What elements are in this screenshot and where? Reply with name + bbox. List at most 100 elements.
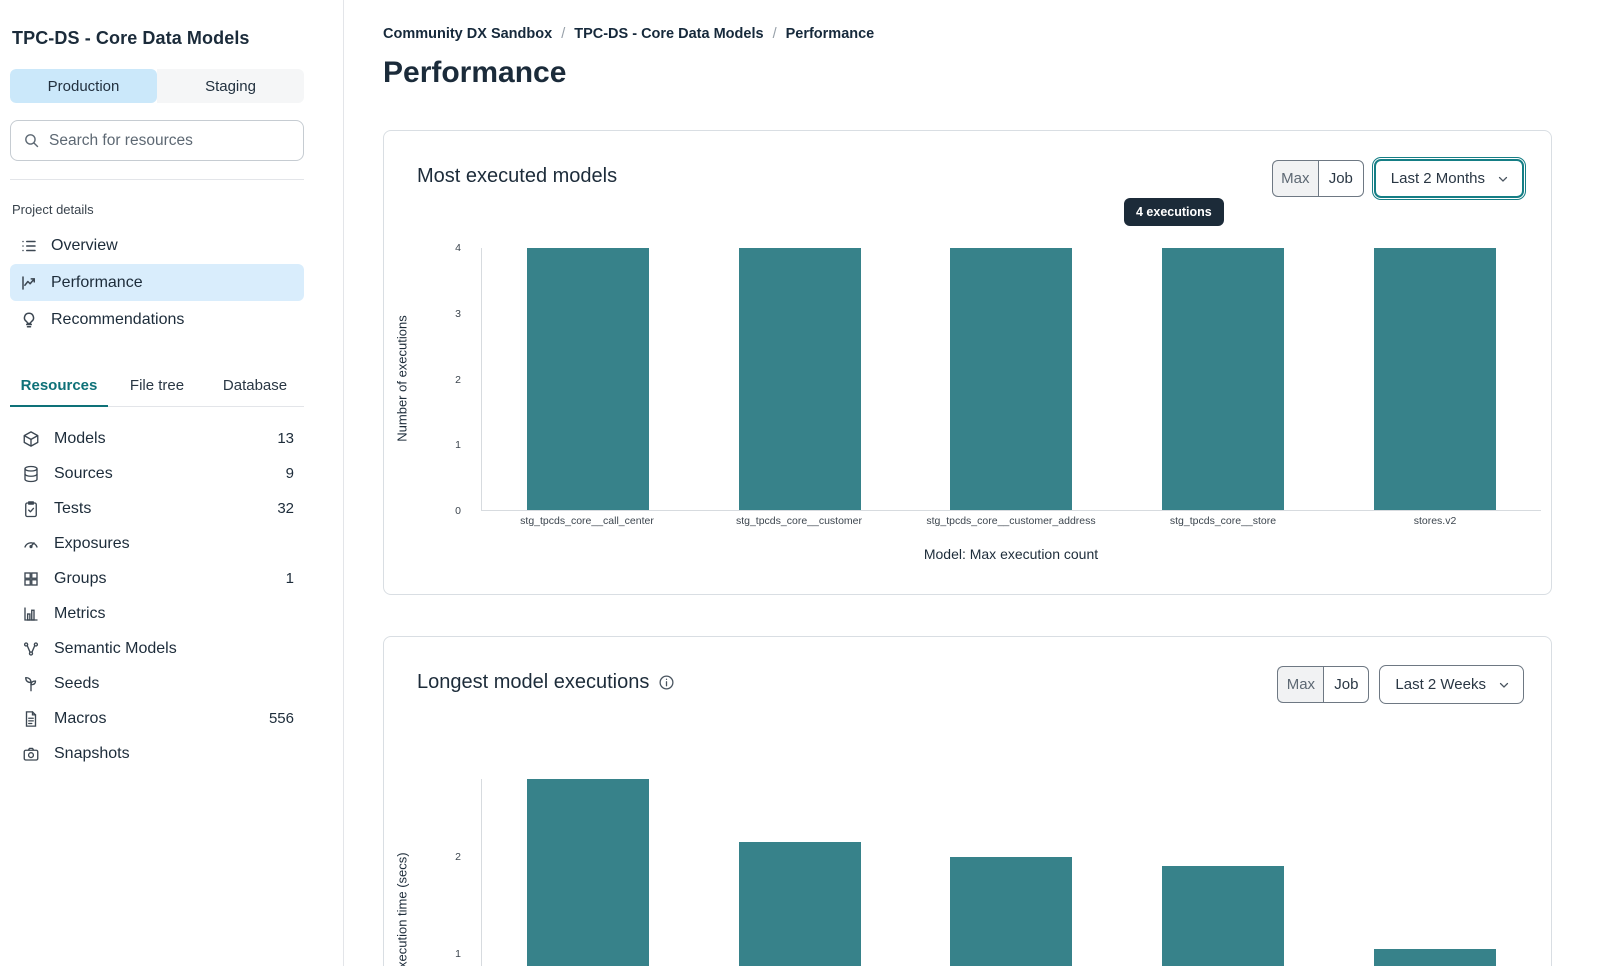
bar[interactable] xyxy=(526,248,649,510)
search-icon xyxy=(23,132,40,149)
bar-slot xyxy=(1117,248,1329,510)
job-button[interactable]: Job xyxy=(1323,666,1370,703)
tab-database[interactable]: Database xyxy=(222,377,288,394)
list-item-snapshots[interactable]: Snapshots xyxy=(10,736,304,771)
bar-slot xyxy=(906,779,1118,966)
grid-icon xyxy=(22,570,40,588)
list-item-exposures[interactable]: Exposures xyxy=(10,526,304,561)
search-input[interactable] xyxy=(49,131,291,150)
camera-icon xyxy=(22,745,40,763)
bar[interactable] xyxy=(738,842,861,966)
main-content: Community DX Sandbox / TPC-DS - Core Dat… xyxy=(344,0,1621,966)
list-item-tests[interactable]: Tests 32 xyxy=(10,491,304,526)
y-axis-label: Number of executions xyxy=(394,315,410,442)
bar[interactable] xyxy=(950,857,1073,966)
list-item-label: Macros xyxy=(54,709,107,727)
resource-tabs: Resources File tree Database xyxy=(10,368,304,407)
project-details-label: Project details xyxy=(12,202,94,217)
bar-slot xyxy=(482,248,694,510)
list-item-models[interactable]: Models 13 xyxy=(10,421,304,456)
gauge-icon xyxy=(22,535,40,553)
chart-title: Most executed models xyxy=(417,165,618,187)
bar-chart: Number of executions 4 3 2 1 0 stg_tpcds… xyxy=(384,131,1551,594)
graph-icon xyxy=(22,640,40,658)
aggregate-toggle: Max Job xyxy=(1271,160,1364,197)
breadcrumb: Community DX Sandbox / TPC-DS - Core Dat… xyxy=(383,26,1552,42)
bar-slot xyxy=(1329,779,1541,966)
time-range-dropdown[interactable]: Last 2 Months xyxy=(1371,156,1527,201)
list-item-count: 13 xyxy=(277,430,294,447)
x-tick-label: stores.v2 xyxy=(1413,515,1457,527)
sidebar-item-label: Recommendations xyxy=(51,310,185,328)
staging-tab[interactable]: Staging xyxy=(157,69,304,103)
y-axis-ticks: 4 3 2 1 0 xyxy=(439,242,461,517)
list-item-count: 32 xyxy=(277,500,294,517)
tab-file-tree[interactable]: File tree xyxy=(129,377,185,394)
breadcrumb-project[interactable]: TPC-DS - Core Data Models xyxy=(574,26,764,42)
chevron-down-icon xyxy=(1497,173,1509,185)
list-item-groups[interactable]: Groups 1 xyxy=(10,561,304,596)
bar[interactable] xyxy=(1162,248,1285,510)
list-icon xyxy=(20,237,38,255)
breadcrumb-account[interactable]: Community DX Sandbox xyxy=(383,26,553,42)
info-icon[interactable] xyxy=(658,674,675,691)
plot-area xyxy=(481,248,1541,511)
bar[interactable] xyxy=(526,779,649,966)
bar[interactable] xyxy=(738,248,861,510)
breadcrumb-current: Performance xyxy=(785,26,875,42)
max-button[interactable]: Max xyxy=(1271,160,1318,197)
y-tick: 0 xyxy=(455,505,461,517)
bar[interactable] xyxy=(1374,248,1497,510)
list-item-count: 556 xyxy=(268,710,294,727)
y-tick: 2 xyxy=(455,851,461,863)
list-item-label: Metrics xyxy=(54,604,106,622)
list-item-macros[interactable]: Macros 556 xyxy=(10,701,304,736)
list-item-label: Semantic Models xyxy=(54,639,177,657)
y-axis-ticks: 2 1 xyxy=(439,779,461,966)
sidebar-item-overview[interactable]: Overview xyxy=(10,227,304,264)
list-item-count: 9 xyxy=(285,465,294,482)
sidebar-item-recommendations[interactable]: Recommendations xyxy=(10,301,304,338)
bar-slot xyxy=(694,779,906,966)
x-tick-label: stg_tpcds_core__customer xyxy=(735,515,863,527)
list-item-seeds[interactable]: Seeds xyxy=(10,666,304,701)
list-item-label: Sources xyxy=(54,464,113,482)
environment-switcher: Production Staging xyxy=(10,69,304,103)
job-button[interactable]: Job xyxy=(1317,160,1364,197)
plot-area xyxy=(481,779,1541,966)
breadcrumb-separator: / xyxy=(772,26,777,42)
sidebar-item-performance[interactable]: Performance xyxy=(10,264,304,301)
project-title: TPC-DS - Core Data Models xyxy=(12,28,250,48)
time-range-dropdown[interactable]: Last 2 Weeks xyxy=(1379,665,1524,704)
list-item-metrics[interactable]: Metrics xyxy=(10,596,304,631)
list-item-label: Snapshots xyxy=(54,744,130,762)
lightbulb-icon xyxy=(20,311,38,329)
clipboard-check-icon xyxy=(22,500,40,518)
x-axis-labels: stg_tpcds_core__call_center stg_tpcds_co… xyxy=(481,515,1541,527)
list-item-label: Exposures xyxy=(54,534,130,552)
bar-chart: Execution time (secs) 2 1 xyxy=(384,637,1551,966)
bar-slot xyxy=(1117,779,1329,966)
bar[interactable] xyxy=(1162,866,1285,966)
bar[interactable] xyxy=(950,248,1073,510)
max-button[interactable]: Max xyxy=(1277,666,1324,703)
bar[interactable] xyxy=(1374,949,1497,966)
time-range-value: Last 2 Weeks xyxy=(1395,676,1486,693)
list-item-semantic-models[interactable]: Semantic Models xyxy=(10,631,304,666)
list-item-label: Tests xyxy=(54,499,92,517)
chart-line-icon xyxy=(20,274,38,292)
bar-slot xyxy=(906,248,1118,510)
most-executed-models-card: Most executed models Max Job Last 2 Mont… xyxy=(383,130,1552,595)
list-item-sources[interactable]: Sources 9 xyxy=(10,456,304,491)
list-item-label: Models xyxy=(54,429,106,447)
longest-model-executions-card: Longest model executions Max Job Last 2 … xyxy=(383,636,1552,966)
y-tick: 1 xyxy=(455,439,461,451)
x-tick-label: stg_tpcds_core__call_center xyxy=(520,515,654,527)
production-tab[interactable]: Production xyxy=(10,69,157,103)
resource-search[interactable] xyxy=(10,120,304,161)
tab-resources[interactable]: Resources xyxy=(10,368,108,407)
bar-slot xyxy=(1329,248,1541,510)
list-item-label: Groups xyxy=(54,569,107,587)
aggregate-toggle: Max Job xyxy=(1277,666,1370,703)
cube-icon xyxy=(22,430,40,448)
